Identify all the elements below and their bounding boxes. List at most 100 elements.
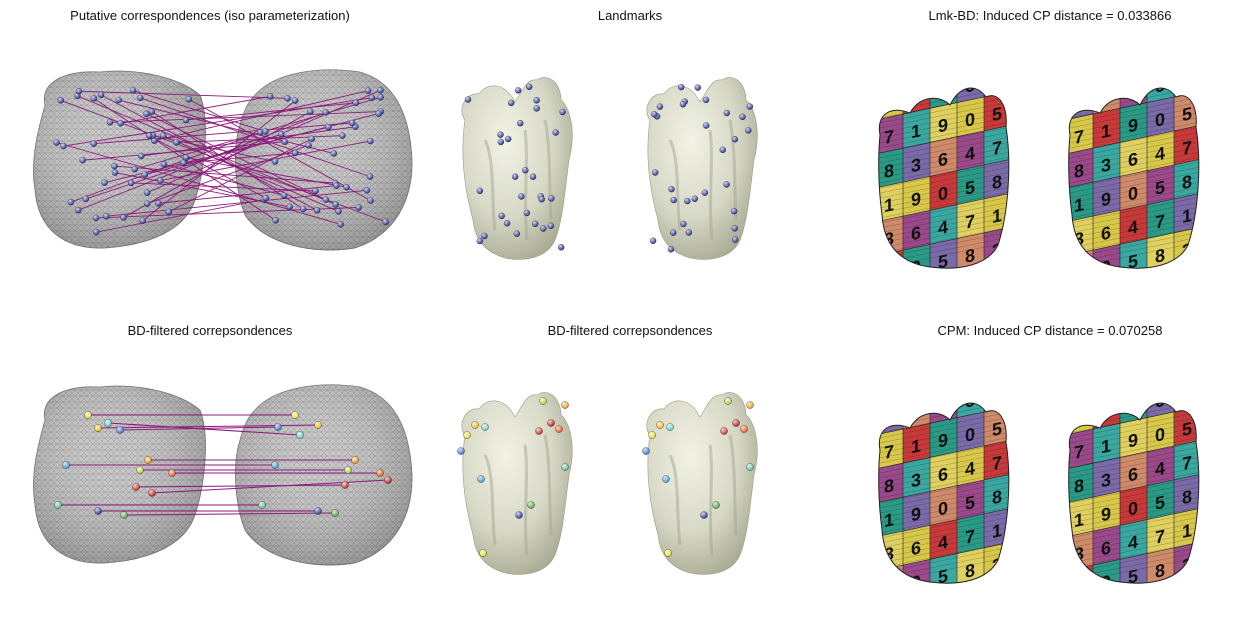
landmark-point-highlight [746, 463, 754, 471]
texture-grid-line [870, 45, 1020, 75]
tooth-outline [1068, 402, 1200, 584]
correspondence-line [96, 198, 265, 233]
landmark-point-highlight [267, 93, 274, 100]
landmark-point-highlight [481, 423, 489, 431]
landmark-point-highlight [322, 109, 329, 116]
tooth-outline [878, 402, 1010, 584]
landmark-point-highlight [258, 501, 266, 509]
landmark-point-highlight [141, 171, 148, 178]
texture-grid-line [878, 402, 1009, 416]
texture-digit: 5 [1182, 103, 1192, 125]
landmark-point-highlight [508, 99, 515, 106]
texture-grid-line [878, 94, 1009, 126]
landmark-point-highlight [257, 129, 264, 136]
panel-putative-correspondences: Putative correspondences (iso parameteri… [0, 0, 420, 315]
correspondence-line [148, 135, 267, 199]
tooth-ridges [668, 434, 738, 556]
texture-grid-line [878, 444, 1009, 476]
texture-cell [1068, 564, 1095, 584]
texture-grid-line [1068, 499, 1199, 531]
texture-digit: 3 [884, 228, 894, 250]
texture-digit: 4 [1155, 458, 1166, 480]
texture-digit: 8 [1155, 560, 1165, 582]
landmark-point-highlight [274, 423, 282, 431]
landmark-point-highlight [165, 208, 172, 215]
correspondence-line [158, 185, 337, 204]
texture-digit: 5 [965, 177, 975, 199]
texture-grid-line [1068, 504, 1199, 536]
landmark-point-highlight [701, 189, 708, 196]
landmark-point-highlight [292, 97, 299, 104]
texture-grid-line [870, 55, 1020, 85]
textured-tooth: 583647190583647190583647190583 [870, 360, 1020, 584]
landmark-point-highlight [533, 105, 540, 112]
landmark-point-highlight [84, 411, 92, 419]
correspondence-line [168, 138, 312, 213]
texture-digit: 1 [992, 520, 1002, 542]
texture-grid-line [1068, 174, 1199, 206]
panel-title: Landmarks [597, 8, 663, 23]
texture-digit: 7 [884, 441, 894, 463]
texture-digit: 8 [965, 560, 975, 582]
landmark-point-highlight [120, 214, 127, 221]
landmark-point-highlight [702, 96, 709, 103]
texture-digit: 6 [1155, 75, 1165, 97]
texture-grid-line [878, 514, 1009, 546]
texture-digit: 0 [1128, 183, 1138, 205]
texture-grid-line [878, 454, 1009, 486]
landmark-point-highlight [678, 84, 685, 91]
correspondence-line [186, 157, 347, 188]
texture-checker: 583647190583647190583647190583 [870, 360, 1020, 584]
landmark-point-highlight [117, 120, 124, 127]
texture-digit: 5 [1155, 177, 1165, 199]
correspondence-line [123, 512, 336, 516]
texture-grid-line [878, 169, 1009, 201]
texture-grid-line [878, 204, 1009, 236]
texture-grid-line [878, 419, 1009, 451]
landmark-point-highlight [664, 549, 672, 557]
landmark-point-highlight [352, 99, 359, 106]
texture-digit: 5 [1155, 492, 1165, 514]
texture-grid-line [878, 179, 1009, 211]
landmark-point-highlight [367, 197, 374, 204]
texture-digit: 3 [1074, 228, 1084, 250]
texture-grid-line [878, 459, 1009, 491]
landmark-point-highlight [143, 110, 150, 117]
texture-grid-line [878, 99, 1009, 131]
texture-grid-line [1060, 370, 1210, 400]
texture-grid-line [870, 360, 1020, 390]
texture-grid-line [878, 194, 1009, 226]
texture-grid-line [1068, 402, 1199, 416]
tooth [642, 392, 758, 575]
texture-grid-line [1068, 534, 1199, 566]
landmark-point-highlight [731, 225, 738, 232]
texture-digit: 9 [938, 430, 948, 452]
texture-grid-line [878, 402, 1009, 406]
landmark-point-highlight [339, 132, 346, 139]
panel-lmk-bd: Lmk-BD: Induced CP distance = 0.033866 5… [840, 0, 1260, 315]
tooth-surface [646, 77, 758, 260]
tooth [461, 77, 573, 260]
texture-digit: 6 [911, 222, 921, 244]
texture-digit: 3 [1182, 554, 1192, 576]
texture-grid-line [1068, 179, 1199, 211]
panel-title: BD-filtered correpsondences [547, 323, 713, 338]
landmark-point-highlight [137, 94, 144, 101]
landmark-point-highlight [539, 397, 547, 405]
texture-grid-line [1068, 159, 1199, 191]
landmark-point-highlight [335, 208, 342, 215]
landmark-point-highlight [477, 475, 485, 483]
landmark-point-highlight [505, 135, 512, 142]
texture-grid-line [1068, 94, 1199, 126]
texture-grid-line [878, 439, 1009, 471]
texture-grid-line [878, 479, 1009, 511]
landmark-point-highlight [685, 229, 692, 236]
landmark-point-highlight [300, 205, 307, 212]
texture-grid-line [1068, 149, 1199, 181]
texture-cell [1068, 249, 1095, 269]
panel-title: Lmk-BD: Induced CP distance = 0.033866 [928, 8, 1172, 23]
texture-digit: 0 [1101, 256, 1111, 278]
landmark-point-highlight [739, 113, 746, 120]
landmark-point-highlight [731, 136, 738, 143]
landmark-point-highlight [724, 397, 732, 405]
